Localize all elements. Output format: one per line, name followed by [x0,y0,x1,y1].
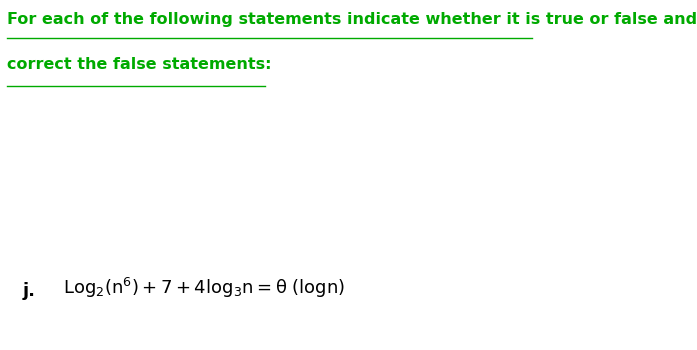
Text: correct the false statements:: correct the false statements: [7,57,271,72]
Text: j.: j. [23,282,36,300]
Text: For each of the following statements indicate whether it is true or false and: For each of the following statements ind… [7,12,697,27]
Text: $\mathrm{Log_2(n^6) + 7 + 4log_3n = \theta\ (logn)}$: $\mathrm{Log_2(n^6) + 7 + 4log_3n = \the… [63,276,346,300]
